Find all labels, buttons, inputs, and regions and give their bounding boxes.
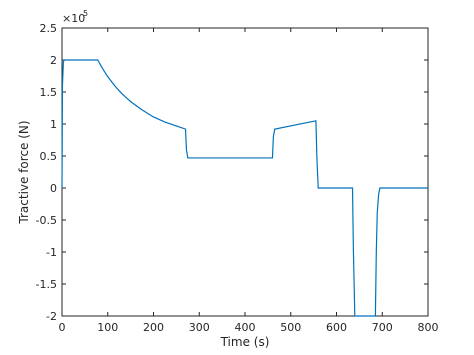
y-tick-label: -1 bbox=[46, 246, 57, 259]
y-multiplier-exponent: 5 bbox=[83, 9, 88, 18]
x-tick-label: 600 bbox=[326, 321, 347, 334]
x-tick-label: 0 bbox=[59, 321, 66, 334]
plot-box bbox=[61, 27, 429, 317]
y-tick-label: 0.5 bbox=[40, 150, 58, 163]
x-tick-label: 200 bbox=[143, 321, 164, 334]
x-tick-label: 100 bbox=[97, 321, 118, 334]
y-tick-label: -1.5 bbox=[36, 278, 57, 291]
data-line bbox=[61, 59, 428, 317]
x-axis-label: Time (s) bbox=[220, 335, 270, 349]
x-tick-label: 700 bbox=[372, 321, 393, 334]
y-tick-label: 1.5 bbox=[40, 86, 58, 99]
y-tick-label: 2 bbox=[50, 54, 57, 67]
y-axis-label: Tractive force (N) bbox=[17, 120, 31, 224]
x-tick-label: 400 bbox=[235, 321, 256, 334]
y-tick-label: 0 bbox=[50, 182, 57, 195]
x-tick-label: 500 bbox=[280, 321, 301, 334]
x-tick-label: 800 bbox=[418, 321, 439, 334]
y-tick-label: -0.5 bbox=[36, 214, 57, 227]
y-tick-label: 2.5 bbox=[40, 22, 58, 35]
x-tick-label: 300 bbox=[189, 321, 210, 334]
y-tick-label: -2 bbox=[46, 310, 57, 323]
y-multiplier: ×10 bbox=[62, 12, 85, 25]
y-tick-label: 1 bbox=[50, 118, 57, 131]
